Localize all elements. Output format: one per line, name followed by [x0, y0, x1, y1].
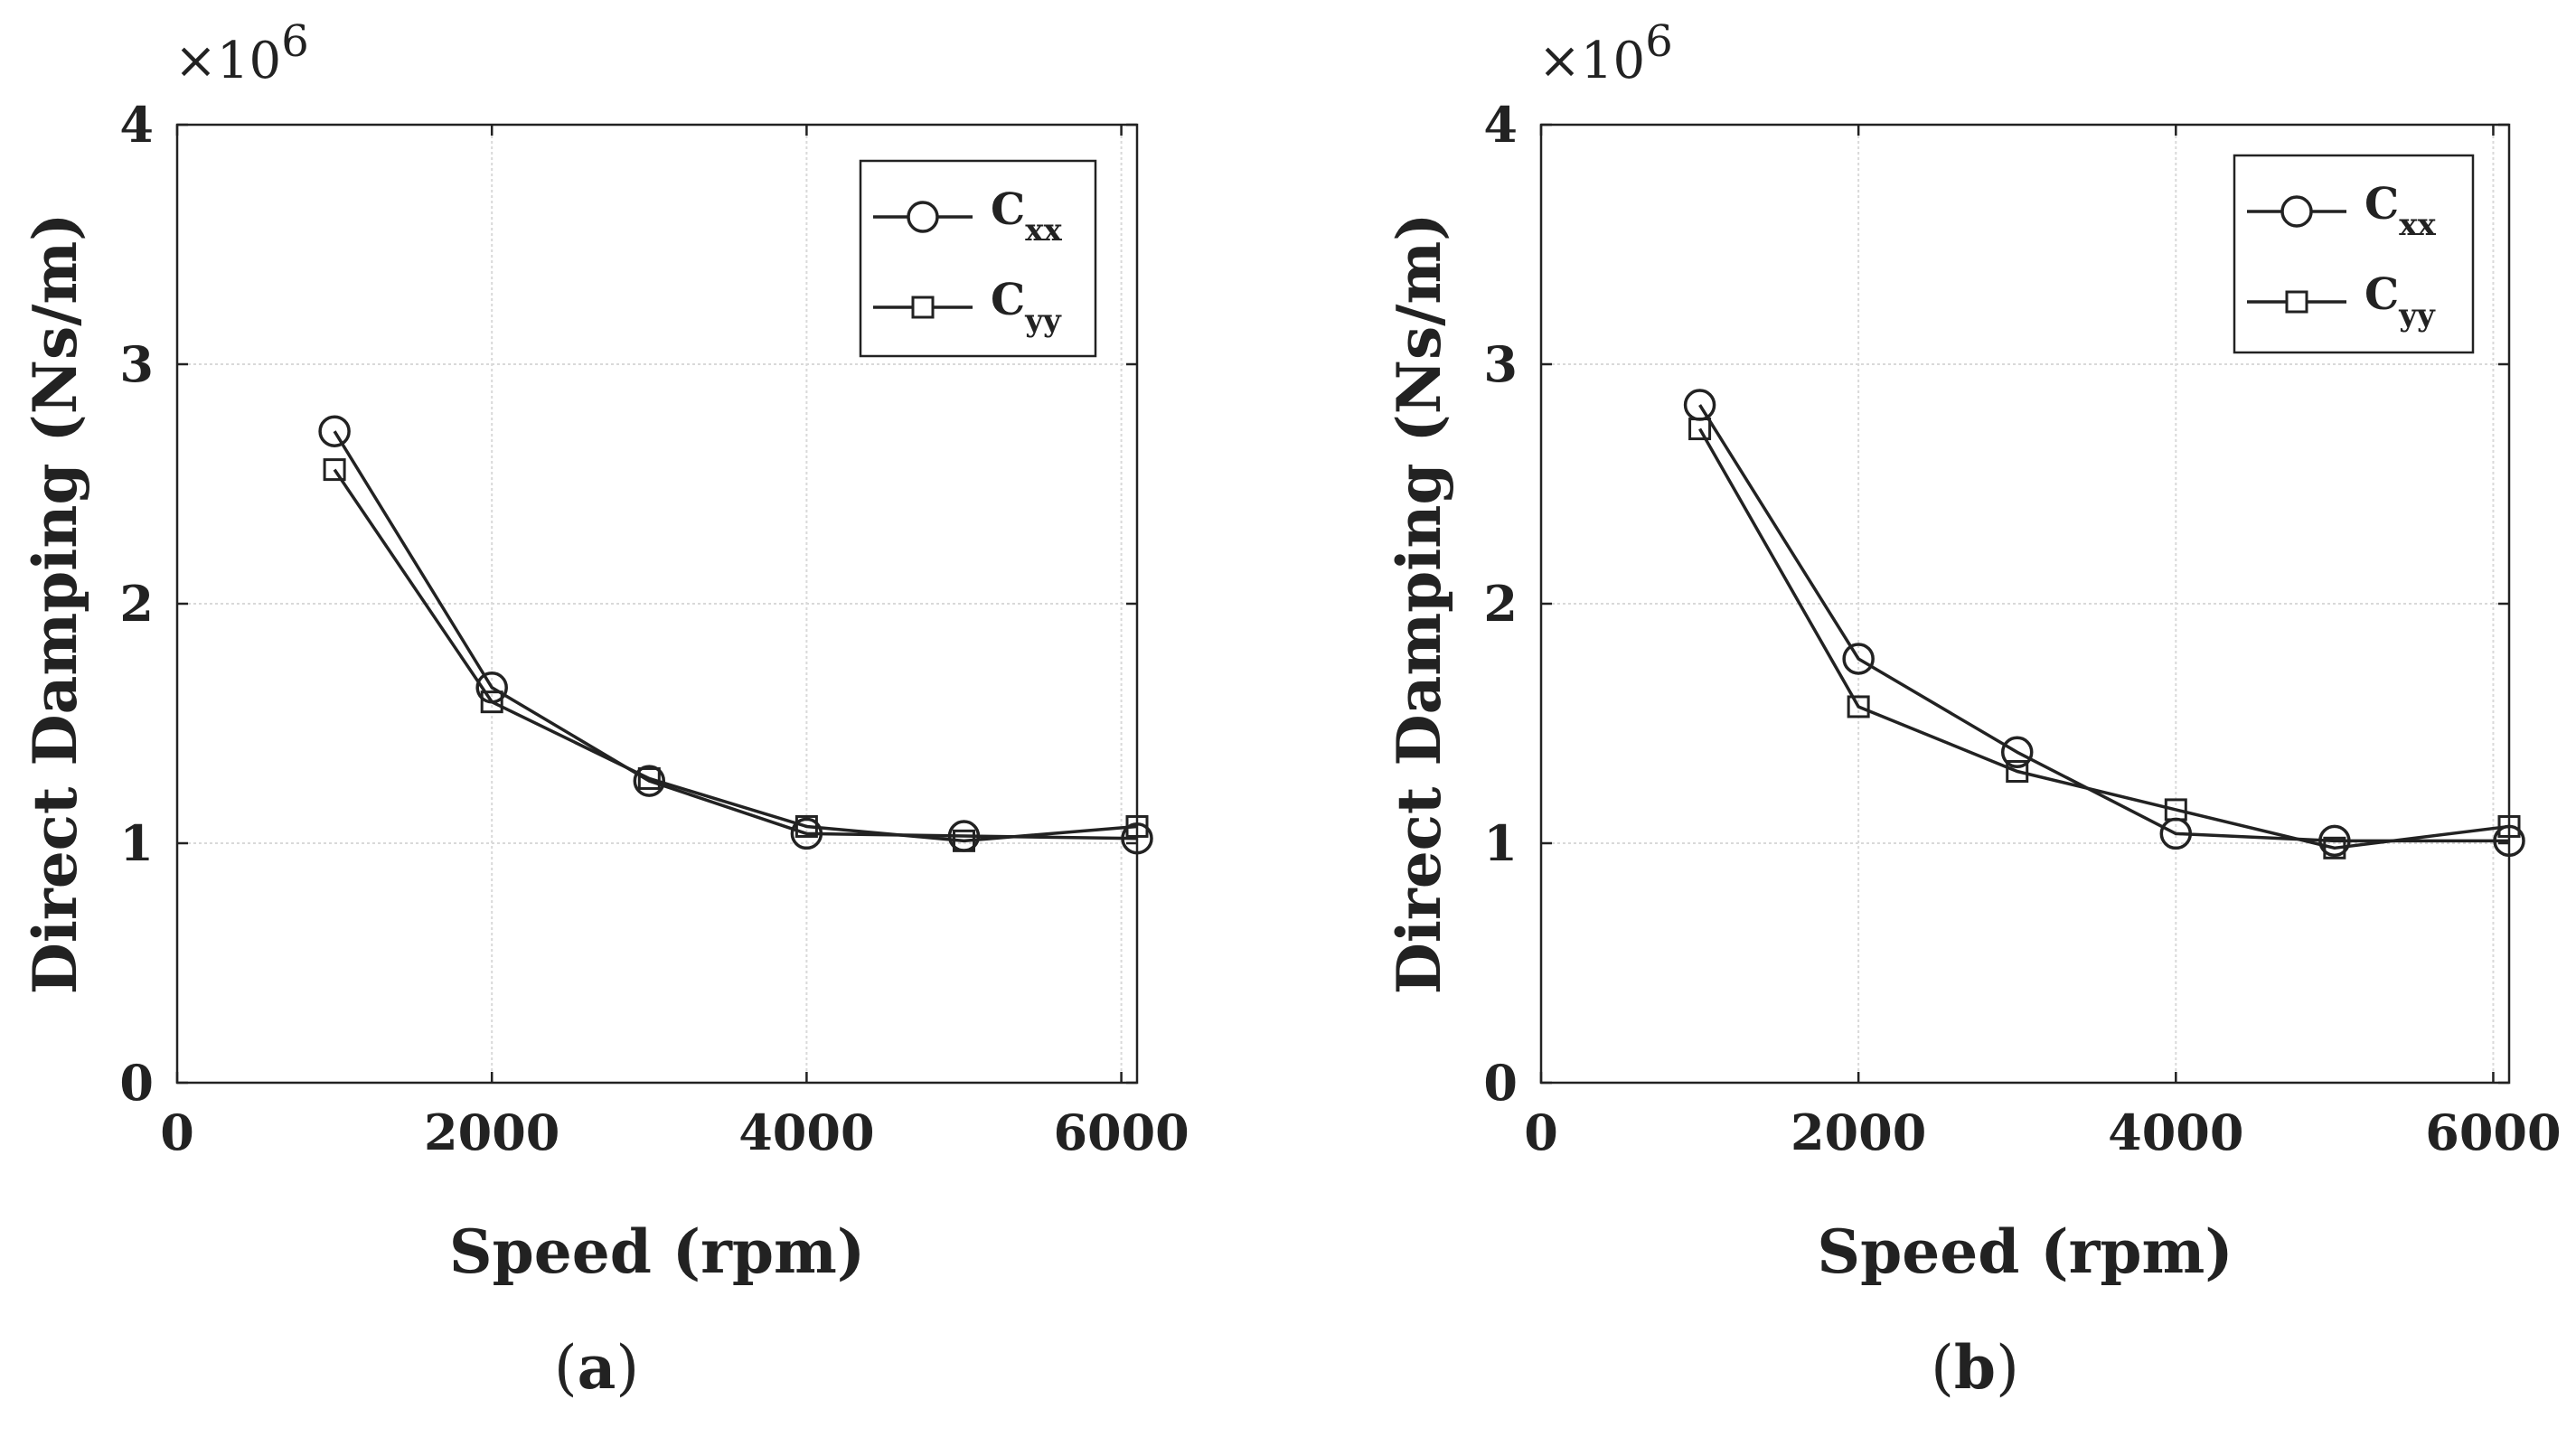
- data-point-cxx: [790, 817, 823, 850]
- x-axis-label: Speed (rpm): [449, 1216, 865, 1287]
- data-point-cxx: [318, 415, 351, 447]
- y-axis-label: Direct Damping (Ns/m): [20, 213, 90, 995]
- panel-caption: (b): [1931, 1332, 2019, 1403]
- legend-marker-circle: [2280, 195, 2313, 228]
- legend-marker-circle: [907, 201, 939, 233]
- data-point-cyy: [1688, 418, 1712, 441]
- x-tick-label: 0: [1524, 1104, 1558, 1161]
- y-tick-label: 3: [1483, 335, 1518, 393]
- caption-close-paren: ): [1996, 1333, 2019, 1403]
- series-line-cyy: [1698, 427, 2510, 850]
- legend-label-subscript: xx: [2399, 207, 2436, 243]
- data-point-cyy: [1847, 695, 1870, 718]
- x-tick-label: 6000: [2425, 1104, 2561, 1161]
- y-tick-label: 0: [119, 1054, 154, 1112]
- caption-open-paren: (: [554, 1333, 578, 1403]
- x-axis-label: Speed (rpm): [1817, 1216, 2233, 1287]
- x-tick-label: 0: [160, 1104, 194, 1161]
- caption-letter: b: [1954, 1332, 1996, 1403]
- x-tick-label: 4000: [738, 1104, 874, 1161]
- x-tick-label: 2000: [424, 1104, 559, 1161]
- chart-panel-b: 0 2000 4000 6000 0 1 2 3 4 ×106 Speed (rpm) Direct …: [1384, 16, 2562, 1403]
- data-point-cxx: [1842, 643, 1875, 675]
- legend-box: [859, 159, 1097, 358]
- legend-label-subscript: yy: [2398, 297, 2436, 333]
- series-line-cxx: [1698, 404, 2509, 843]
- panel-caption: (a): [554, 1332, 639, 1403]
- data-point-cyy: [637, 766, 661, 790]
- chart-panel-a: 0 2000 4000 6000 0 1 2 3 4 ×106 Speed (rpm) Direct …: [20, 16, 1189, 1403]
- caption-letter: a: [578, 1332, 616, 1403]
- y-axis-multiplier: ×106: [1538, 16, 1673, 90]
- y-axis-multiplier-exponent: 6: [1645, 16, 1673, 67]
- caption-open-paren: (: [1931, 1333, 1954, 1403]
- data-point-cyy: [794, 814, 818, 838]
- data-point-cyy: [2164, 798, 2187, 822]
- data-point-cyy: [480, 690, 503, 714]
- caption-close-paren: ): [616, 1333, 639, 1403]
- y-axis-label: Direct Damping (Ns/m): [1384, 213, 1454, 995]
- series-line-cyy: [333, 468, 1138, 843]
- y-tick-label: 0: [1483, 1054, 1518, 1112]
- y-tick-label: 2: [119, 575, 154, 633]
- x-tick-label: 6000: [1053, 1104, 1189, 1161]
- data-point-cxx: [2318, 824, 2351, 858]
- y-tick-label: 1: [119, 814, 154, 872]
- data-point-cyy: [2497, 814, 2521, 838]
- data-point-cxx: [2493, 824, 2525, 858]
- data-point-cyy: [2006, 760, 2029, 783]
- series-line-cxx: [333, 430, 1138, 841]
- y-tick-label: 4: [1483, 96, 1518, 154]
- y-tick-label: 1: [1483, 814, 1518, 872]
- y-tick-label: 3: [119, 335, 154, 393]
- data-point-cyy: [2323, 836, 2346, 859]
- y-axis-multiplier: ×106: [174, 16, 309, 90]
- y-tick-label: 2: [1483, 575, 1518, 633]
- legend-marker-square: [2285, 290, 2308, 314]
- data-point-cyy: [952, 829, 975, 852]
- y-tick-label: 4: [119, 96, 154, 154]
- legend-box: [2233, 154, 2475, 354]
- data-point-cyy: [323, 458, 346, 482]
- data-point-cxx: [633, 765, 666, 797]
- data-point-cxx: [2000, 736, 2034, 769]
- y-axis-multiplier-exponent: 6: [281, 16, 309, 67]
- legend-marker-square: [911, 296, 935, 319]
- legend-label-subscript: yy: [1024, 303, 1062, 339]
- data-point-cxx: [1121, 822, 1153, 855]
- legend-label-subscript: xx: [1025, 212, 1062, 249]
- x-tick-label: 4000: [2108, 1104, 2243, 1161]
- x-tick-label: 2000: [1791, 1104, 1926, 1161]
- data-point-cyy: [1125, 814, 1149, 838]
